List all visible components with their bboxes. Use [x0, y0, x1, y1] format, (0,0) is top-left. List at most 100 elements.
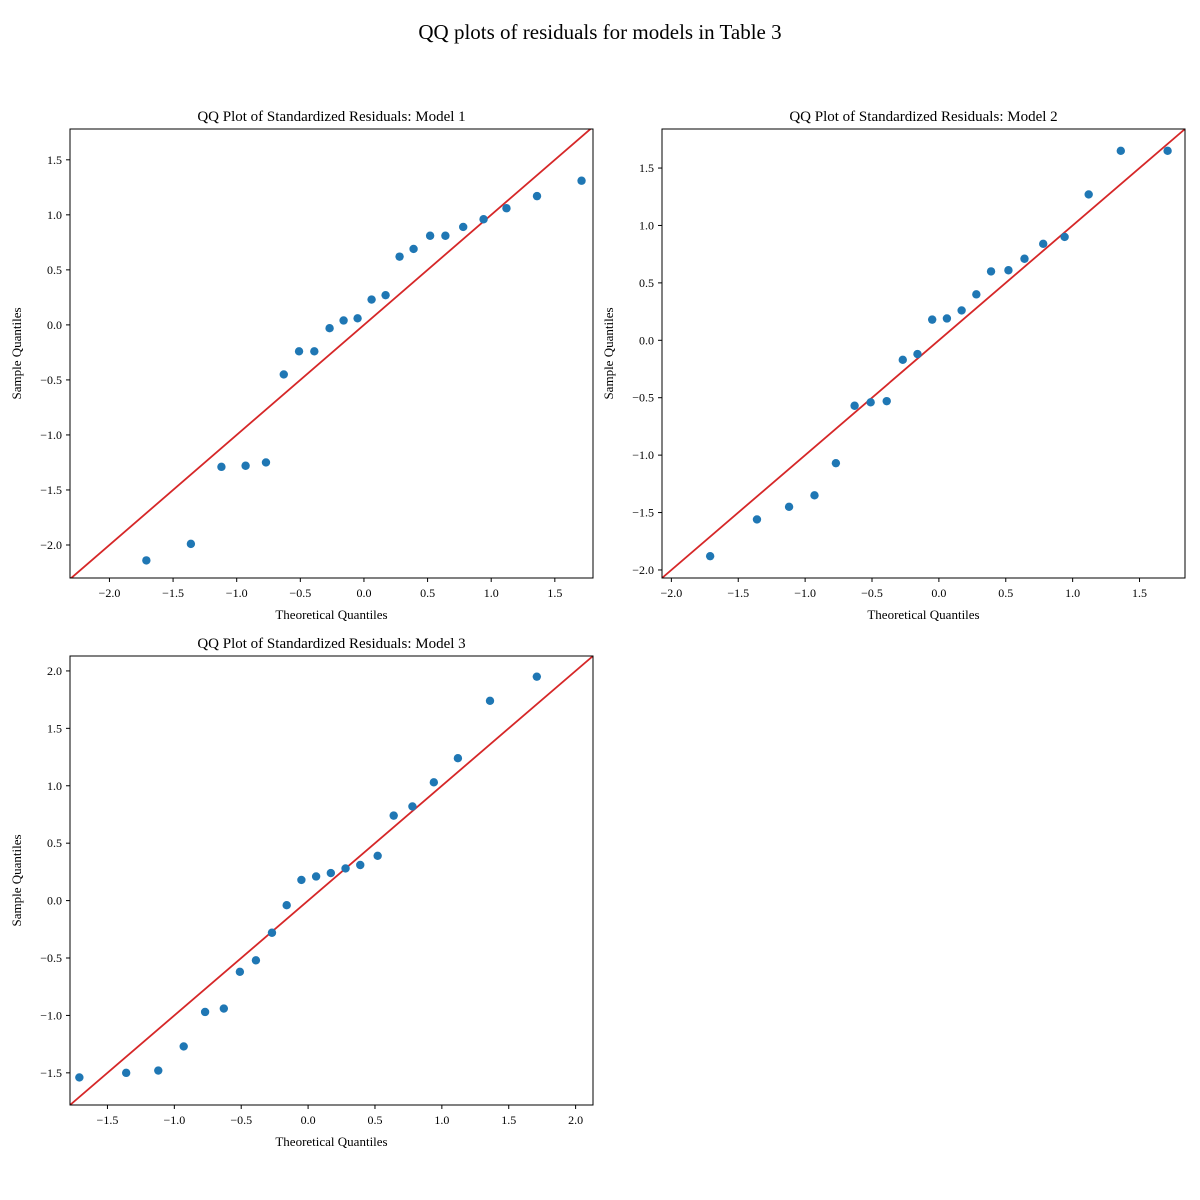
axes-frame	[69, 655, 594, 1106]
y-tick-label: 0.5	[639, 276, 654, 290]
x-tick-label: −1.5	[162, 586, 184, 600]
y-tick-label: −0.5	[632, 391, 654, 405]
data-point	[326, 868, 336, 878]
axes-frame	[69, 128, 594, 579]
data-point	[942, 314, 952, 323]
data-point	[577, 176, 586, 185]
data-point	[1039, 239, 1048, 249]
x-tick-label: 0.0	[301, 1113, 316, 1127]
x-axis-label: Theoretical Quantiles	[275, 1134, 387, 1149]
data-point	[186, 539, 196, 549]
x-tick-label: 0.0	[356, 586, 371, 600]
y-axis-label: Sample Quantiles	[9, 834, 24, 926]
data-point	[532, 191, 542, 201]
x-tick-label: −2.0	[660, 586, 682, 600]
y-axis-label: Sample Quantiles	[601, 307, 616, 399]
y-tick-label: −1.5	[40, 1066, 62, 1080]
y-tick-label: −1.0	[632, 448, 654, 462]
data-point	[200, 1007, 210, 1017]
data-point	[356, 860, 365, 870]
data-point	[1004, 266, 1013, 275]
data-point	[957, 306, 966, 315]
y-tick-label: −1.0	[40, 428, 62, 442]
data-point	[1116, 146, 1125, 156]
data-point	[341, 864, 350, 873]
data-point	[850, 401, 859, 410]
data-point	[1020, 254, 1029, 263]
data-point	[866, 398, 875, 407]
data-point	[251, 956, 261, 965]
data-point	[381, 290, 390, 300]
data-point	[1163, 146, 1172, 156]
y-tick-label: 0.0	[47, 318, 62, 332]
data-point	[367, 295, 376, 304]
data-point	[310, 347, 319, 356]
x-tick-label: −2.0	[99, 586, 121, 600]
x-tick-label: −1.5	[727, 586, 749, 600]
y-tick-label: 2.0	[47, 664, 62, 678]
data-point	[898, 355, 907, 365]
x-tick-label: −1.0	[794, 586, 816, 600]
data-point	[241, 461, 250, 470]
data-point	[217, 462, 226, 472]
y-tick-label: −1.5	[632, 506, 654, 520]
figure-title: QQ plots of residuals for models in Tabl…	[418, 20, 782, 44]
y-tick-label: −2.0	[632, 563, 654, 577]
data-point	[389, 811, 398, 820]
y-tick-label: 1.5	[639, 161, 654, 175]
data-point	[408, 802, 417, 811]
y-tick-label: 0.0	[47, 894, 62, 908]
data-point	[453, 754, 463, 763]
qq-panel-model-2: −2.0 −1.5 −1.0 −0.5 0.0 0.5 1.0 1.5 −2.0 −1.5 −1.0…	[601, 109, 1186, 622]
data-point	[485, 696, 495, 705]
data-point	[235, 967, 245, 976]
x-tick-label: −0.5	[230, 1113, 252, 1127]
qq-panel-model-1: −2.0 −1.5 −1.0 −0.5 0.0 0.5 1.0 1.5 −2.0 −1.5 −1.0…	[9, 109, 594, 622]
y-tick-label: 1.5	[47, 153, 62, 167]
data-point	[705, 551, 715, 561]
data-point	[502, 204, 511, 213]
reference-line	[70, 129, 592, 578]
data-point	[311, 872, 321, 881]
x-tick-label: 0.0	[931, 586, 946, 600]
panel-title: QQ Plot of Standardized Residuals: Model…	[197, 109, 465, 125]
data-point	[373, 851, 382, 861]
y-tick-label: 1.0	[47, 779, 62, 793]
y-tick-label: 0.0	[639, 333, 654, 347]
data-point	[882, 396, 891, 406]
x-tick-label: 1.0	[434, 1113, 449, 1127]
y-axis-label: Sample Quantiles	[9, 307, 24, 399]
x-tick-label: −1.0	[163, 1113, 185, 1127]
y-tick-label: 1.0	[639, 218, 654, 232]
x-tick-label: −1.0	[226, 586, 248, 600]
x-tick-label: 1.0	[1065, 586, 1080, 600]
reference-line	[662, 129, 1185, 578]
data-point	[810, 491, 819, 500]
data-point	[154, 1066, 163, 1075]
data-point	[913, 349, 922, 359]
data-point	[179, 1042, 188, 1051]
data-point	[927, 315, 937, 324]
x-tick-label: −1.5	[97, 1113, 119, 1127]
data-point	[294, 347, 304, 356]
data-point	[261, 458, 271, 467]
x-tick-label: 1.0	[484, 586, 499, 600]
data-point	[353, 314, 362, 323]
y-tick-label: −2.0	[40, 538, 62, 552]
x-axis-label: Theoretical Quantiles	[867, 607, 979, 622]
data-point	[831, 458, 841, 468]
data-point	[1060, 232, 1069, 242]
data-point	[121, 1068, 131, 1078]
axes-frame	[661, 128, 1186, 579]
y-tick-label: −0.5	[40, 373, 62, 387]
data-point	[75, 1073, 84, 1082]
data-point	[297, 875, 306, 885]
x-axis-label: Theoretical Quantiles	[275, 607, 387, 622]
y-tick-label: −1.5	[40, 483, 62, 497]
x-tick-label: 0.5	[367, 1113, 382, 1127]
data-point	[479, 215, 488, 224]
y-tick-label: 0.5	[47, 836, 62, 850]
x-tick-label: 0.5	[998, 586, 1013, 600]
x-tick-label: 1.5	[547, 586, 562, 600]
